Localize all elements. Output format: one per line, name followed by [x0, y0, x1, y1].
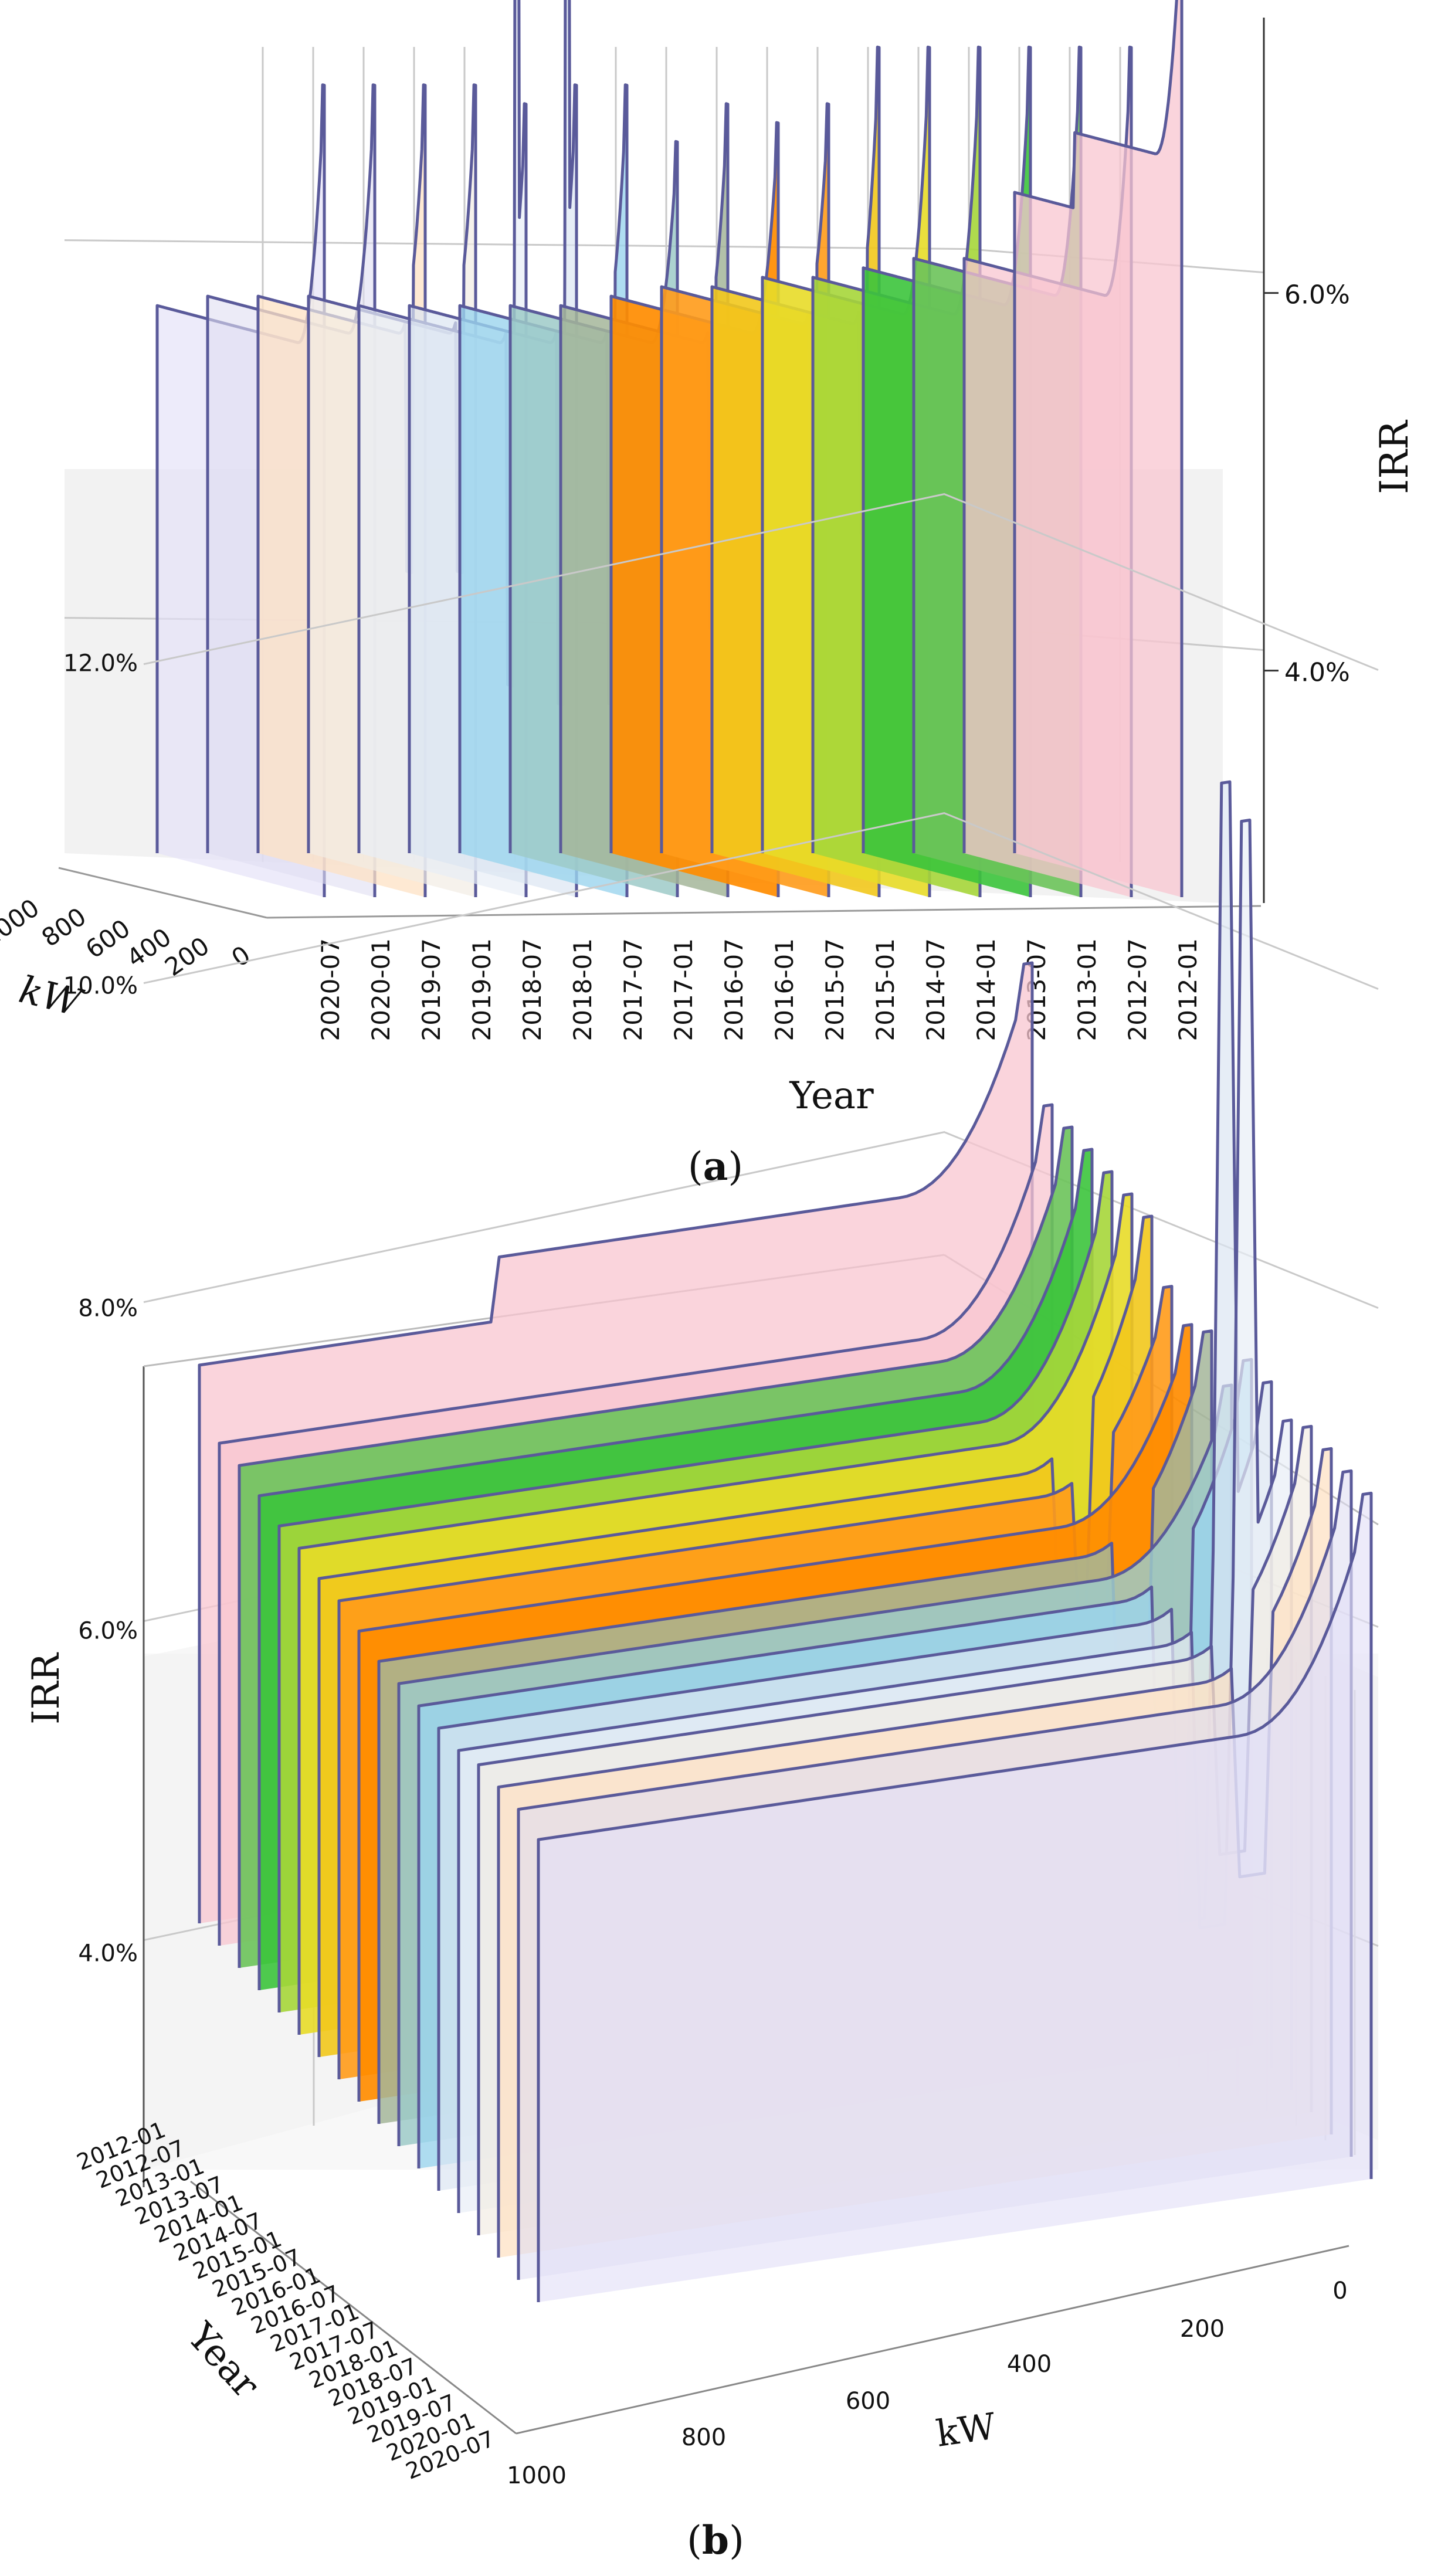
caption-a: (a)	[688, 1143, 743, 1189]
panel-b-chart: 4.0% 6.0% 8.0% 10.0% 12.0% IRR 2012-01 2012-07 2…	[25, 493, 1379, 2489]
panel-a-area-2012-01	[1015, 0, 1182, 897]
panel-b-line-2019-07	[497, 1447, 1333, 2258]
panel-b-line-2013-07	[257, 1148, 1094, 1990]
panel-b-kw-label: kW	[934, 2404, 999, 2455]
panel-a-year-tick: 2020-07	[316, 938, 345, 1041]
panel-b-irr-tick: 6.0%	[78, 1618, 138, 1645]
panel-a-year-tick: 2012-01	[1174, 938, 1202, 1041]
panel-a-kw-axis	[58, 867, 267, 919]
panel-b-kw-tick: 600	[846, 2388, 890, 2415]
panel-a-year-tick: 2020-01	[367, 938, 395, 1041]
panel-b-kw-tick: 0	[1332, 2278, 1347, 2305]
panel-a-year-tick: 2017-07	[619, 938, 647, 1041]
caption-b: (b)	[687, 2517, 744, 2563]
panel-a-series	[155, 0, 1184, 898]
panel-b-kw-tick: 1000	[507, 2462, 567, 2489]
panel-a-irr-tick: 4.0%	[1284, 658, 1350, 688]
panel-b-line-2017-07	[417, 1357, 1253, 2168]
panel-b-kw-axis	[516, 2245, 1349, 2435]
panel-a-year-tick: 2015-07	[820, 938, 849, 1041]
panel-b-line-2013-01	[238, 1125, 1074, 1968]
panel-b-line-2014-07	[297, 1192, 1134, 2035]
panel-b-irr-tick: 4.0%	[78, 1940, 138, 1967]
panel-b-line-2012-01	[198, 961, 1034, 1923]
panel-a-year-tick: 2016-07	[720, 938, 748, 1041]
panel-b-series	[198, 780, 1373, 2302]
panel-a-year-tick: 2012-07	[1123, 938, 1152, 1041]
panel-a-irr-tick: 6.0%	[1284, 280, 1350, 310]
panel-a-kw-tick: 0	[226, 940, 256, 972]
panel-b-line-2020-07	[537, 1491, 1373, 2302]
panel-a-floor-edge	[266, 905, 1262, 919]
panel-b-gridline-irr	[143, 493, 1379, 671]
panel-b-line-2015-01	[317, 1214, 1154, 2057]
panel-a-year-tick: 2015-01	[871, 938, 900, 1041]
panel-b-line-2018-07	[457, 819, 1293, 2213]
panel-a-year-tick: 2019-07	[417, 938, 446, 1041]
caption-a-letter: a	[703, 1143, 728, 1189]
panel-b-irr-label: IRR	[25, 1652, 68, 1724]
panel-b-line-2016-01	[357, 1323, 1193, 2102]
panel-b-irr-tick: 10.0%	[63, 973, 138, 1000]
panel-b-line-2014-01	[277, 1170, 1114, 2012]
panel-b-kw-tick: 400	[1007, 2351, 1052, 2378]
panel-a-year-label: Year	[789, 1074, 874, 1118]
caption-b-letter: b	[702, 2517, 729, 2563]
panel-a-year-tick: 2017-01	[669, 938, 698, 1041]
panel-b-gridline-irr	[143, 812, 1379, 990]
panel-b-area-2020-07	[538, 1493, 1371, 2302]
panel-a-year-tick: 2019-01	[467, 938, 496, 1041]
panel-b-line-2016-07	[377, 1329, 1213, 2124]
panel-a-year-tick: 2014-01	[972, 938, 1001, 1041]
panel-a-chart: 4.0%6.0%8.0%10.0%12.0%IRR2012-012012-072…	[0, 0, 1417, 1118]
panel-a-year-tick: 2018-01	[568, 938, 597, 1041]
panel-b-line-2017-01	[397, 1383, 1233, 2146]
panel-a-year-tick: 2014-07	[921, 938, 950, 1041]
panel-a-year-tick: 2018-07	[518, 938, 547, 1041]
panel-b-irr-tick: 8.0%	[78, 1295, 138, 1322]
panel-b-line-2018-01	[437, 780, 1273, 2191]
panel-b-year-axis	[190, 2180, 517, 2435]
panel-b-line-2019-01	[477, 1424, 1313, 2235]
panel-b-kw-tick: 800	[681, 2424, 726, 2451]
panel-b-irr-tick: 12.0%	[63, 650, 138, 677]
panel-b-line-2020-01	[517, 1469, 1353, 2280]
panel-a-year-tick: 2016-01	[770, 938, 799, 1041]
panel-b-line-2015-07	[337, 1285, 1174, 2079]
panel-a-irr-label: IRR	[1372, 419, 1417, 494]
panel-a-kw-tick: 1000	[0, 893, 45, 952]
panel-a-line-2012-01	[1013, 0, 1184, 897]
panel-b-kw-tick: 200	[1180, 2316, 1225, 2343]
panel-b-line-2012-07	[218, 1103, 1054, 1946]
panel-a-year-tick: 2013-01	[1073, 938, 1101, 1041]
